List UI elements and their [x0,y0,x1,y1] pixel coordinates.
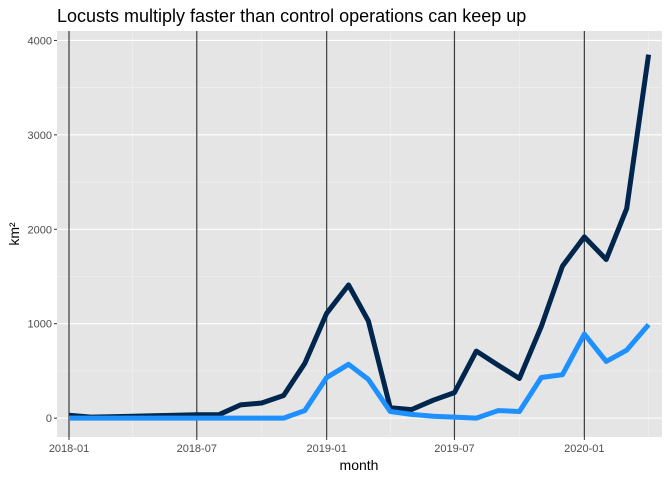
series-line-2 [69,323,651,421]
x-tick-label: 2018-01 [49,443,89,455]
chart-title: Locusts multiply faster than control ope… [57,6,526,26]
y-axis-ticks: 0 1000 2000 3000 4000 [28,35,57,425]
y-tick-label: 1000 [28,319,52,331]
y-tick-label: 4000 [28,35,52,47]
series-lines [68,54,652,421]
y-tick-label: 3000 [28,130,52,142]
reference-lines [68,31,585,437]
plot-panel [57,31,662,437]
y-axis-label: km² [6,222,22,246]
y-tick-label: 2000 [28,224,52,236]
x-tick-label: 2019-01 [306,443,346,455]
x-tick-label: 2018-07 [177,443,217,455]
x-axis-label: month [340,457,379,473]
x-axis-ticks: 2018-01 2018-07 2019-01 2019-07 2020-01 [49,437,605,455]
y-tick-label: 0 [46,413,52,425]
series-line-1 [68,54,652,420]
x-tick-label: 2019-07 [434,443,474,455]
x-tick-label: 2020-01 [564,443,604,455]
